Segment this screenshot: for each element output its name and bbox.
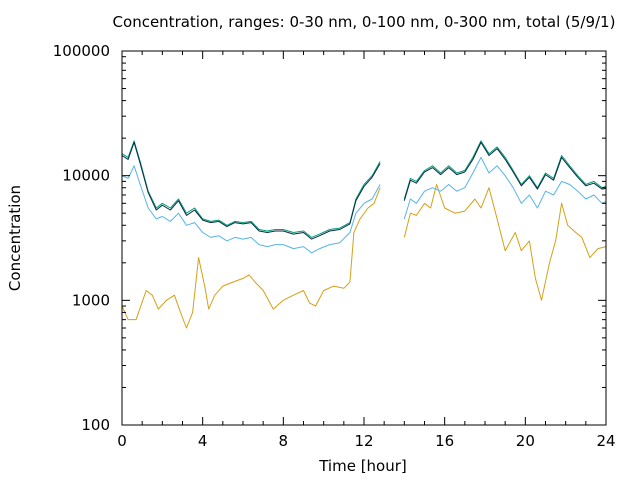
series-layer: [121, 140, 607, 329]
series-0-line-segment-0: [121, 187, 381, 329]
series-2-line-segment-0: [121, 140, 381, 238]
y-tick-label: 100: [81, 416, 110, 434]
y-tick-label: 100000: [53, 42, 110, 60]
x-tick-label: 16: [435, 432, 454, 450]
x-tick-label: 24: [596, 432, 615, 450]
series-2-line-segment-1: [403, 140, 607, 200]
x-tick-label: 20: [516, 432, 535, 450]
y-axis-label: Concentration: [6, 185, 24, 291]
series-1-line-segment-1: [403, 156, 607, 220]
chart-title: Concentration, ranges: 0-30 nm, 0-100 nm…: [113, 13, 616, 31]
series-0-line-segment-1: [403, 184, 607, 301]
x-axis-label: Time [hour]: [318, 457, 407, 475]
y-tick-label: 1000: [72, 291, 110, 309]
x-tick-label: 12: [354, 432, 373, 450]
x-tick-label: 0: [117, 432, 127, 450]
x-tick-label: 8: [279, 432, 289, 450]
series-3-line-segment-0: [121, 141, 381, 240]
x-tick-label: 4: [198, 432, 208, 450]
y-tick-label: 10000: [62, 167, 110, 185]
series-1-line-segment-0: [121, 165, 381, 254]
axis-layer: 0 4 8 12 16 20 24 100 1000 10000 100000: [53, 42, 616, 450]
series-3-line-segment-1: [403, 141, 607, 201]
plot-frame: [121, 50, 607, 426]
